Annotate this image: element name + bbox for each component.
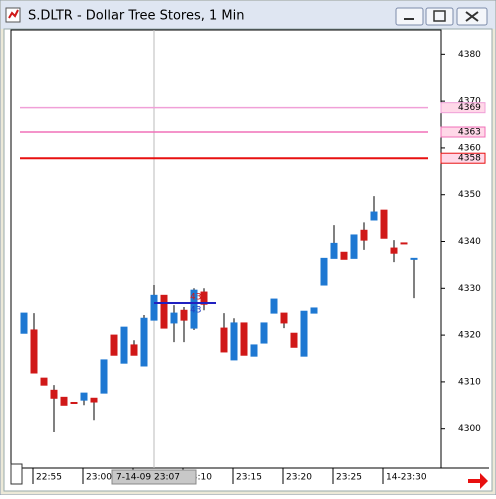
candle-body <box>330 242 338 259</box>
candle-body <box>20 312 28 334</box>
level-label-box <box>440 152 486 164</box>
level-label: 4363 <box>458 128 481 138</box>
cursor-label: 7-14-09 23:07 <box>116 473 180 483</box>
candle-body <box>130 344 138 356</box>
candle-body <box>200 291 208 305</box>
candle-body <box>190 289 198 329</box>
candle-body <box>180 309 188 321</box>
x-tick-label: 23:20 <box>286 473 312 483</box>
y-tick-label: 4340 <box>458 237 481 247</box>
candle-body <box>380 209 388 239</box>
candle-body <box>300 310 308 357</box>
maximize-button[interactable] <box>425 7 454 26</box>
level-label: 4369 <box>458 103 481 113</box>
candle-body <box>230 322 238 361</box>
x-tick-label: 23:00 <box>86 473 112 483</box>
candle-body <box>150 294 158 321</box>
candle-body <box>340 251 348 260</box>
candle-body <box>100 359 108 394</box>
y-tick-label: 4320 <box>458 331 481 341</box>
candle-body <box>250 344 258 357</box>
candle-body <box>70 401 78 404</box>
close-glyph <box>465 11 479 22</box>
candle-body <box>270 298 278 314</box>
x-tick-label: 23:10 <box>186 473 212 483</box>
x-tick-label: 23:15 <box>236 473 262 483</box>
candle-body <box>350 234 358 259</box>
candle-body <box>360 229 368 241</box>
app-icon-glyph <box>8 9 19 19</box>
candle-body <box>280 312 288 324</box>
x-tick-label: 14-23:30 <box>386 473 427 483</box>
candle-body <box>90 397 98 403</box>
candle-body <box>370 211 378 221</box>
candle-body <box>400 242 408 245</box>
y-tick-label: 4360 <box>458 143 481 153</box>
level-label: 4358 <box>458 154 481 164</box>
scroll-box[interactable] <box>10 463 23 485</box>
y-tick-label: 4300 <box>458 424 481 434</box>
candle-body <box>60 396 68 406</box>
annotation: 43 <box>190 306 201 316</box>
candle-body <box>310 307 318 314</box>
candle-body <box>260 322 268 344</box>
candle-body <box>30 329 38 374</box>
y-tick-label: 4330 <box>458 284 481 294</box>
candle-body <box>240 322 248 356</box>
x-tick-label: 23:25 <box>336 473 362 483</box>
candle-body <box>110 334 118 356</box>
x-tick-label: 22:55 <box>36 473 62 483</box>
minimize-button[interactable] <box>395 7 424 26</box>
y-tick-label: 4310 <box>458 377 481 387</box>
cursor-label-box <box>111 469 197 485</box>
candle-body <box>120 326 128 364</box>
candle-body <box>220 327 228 353</box>
candle-body <box>140 317 148 367</box>
window-title: S.DLTR - Dollar Tree Stores, 1 Min <box>28 9 245 24</box>
candle-body <box>160 294 168 329</box>
scroll-right-arrow[interactable] <box>468 473 488 489</box>
level-label-box <box>440 126 486 138</box>
candle-body <box>80 392 88 401</box>
y-tick-label: 4350 <box>458 190 481 200</box>
candle-body <box>390 247 398 254</box>
y-tick-label: 4380 <box>458 50 481 60</box>
candle-body <box>170 312 178 324</box>
candle-body <box>290 332 298 348</box>
annotation: 43 <box>190 293 201 303</box>
candle-body <box>50 389 58 399</box>
level-label-box <box>440 102 486 114</box>
y-tick-label: 4370 <box>458 97 481 107</box>
candle-body <box>410 257 418 260</box>
maximize-glyph <box>433 10 446 22</box>
candle-body <box>320 257 328 286</box>
candle-body <box>40 377 48 386</box>
